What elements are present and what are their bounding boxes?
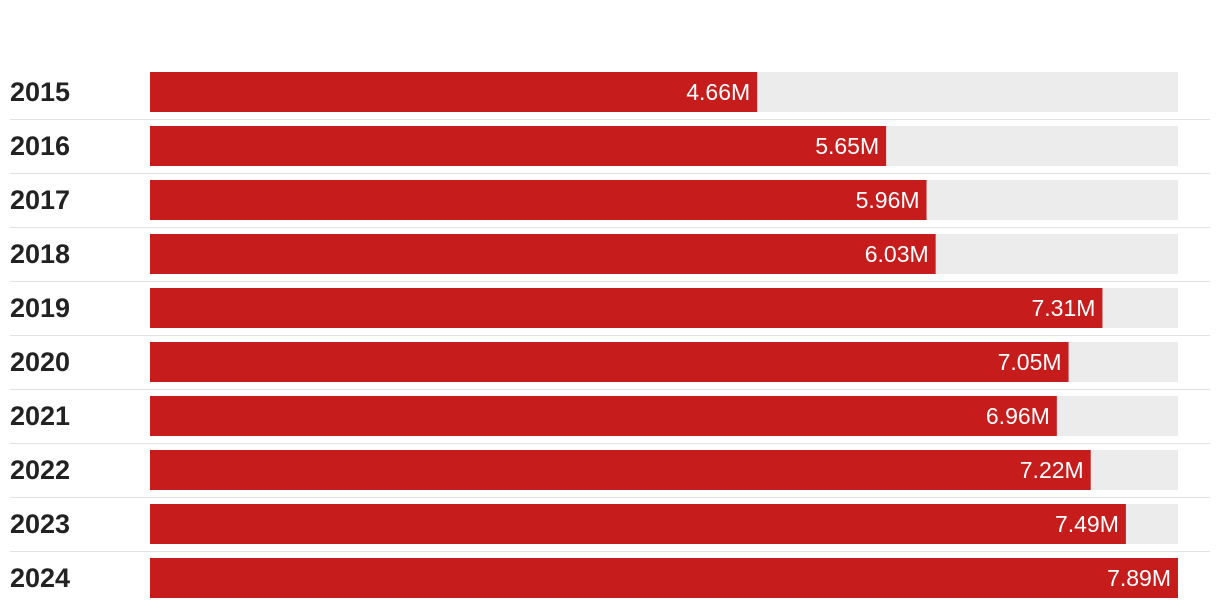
bar-row: 2024 7.89M xyxy=(10,558,1178,598)
value-label: 6.03M xyxy=(865,241,929,267)
bar xyxy=(150,72,758,112)
bar-row: 2020 7.05M xyxy=(10,342,1210,390)
value-label: 5.96M xyxy=(856,187,920,213)
category-label: 2015 xyxy=(10,77,70,107)
bar xyxy=(150,450,1091,490)
bar xyxy=(150,288,1103,328)
category-label: 2016 xyxy=(10,131,70,161)
category-label: 2017 xyxy=(10,185,70,215)
category-label: 2024 xyxy=(10,563,70,593)
bar-row: 2022 7.22M xyxy=(10,450,1210,498)
bar xyxy=(150,234,936,274)
bar xyxy=(150,180,927,220)
bar xyxy=(150,342,1069,382)
category-label: 2023 xyxy=(10,509,70,539)
value-label: 5.65M xyxy=(815,133,879,159)
category-label: 2022 xyxy=(10,455,70,485)
value-label: 7.89M xyxy=(1107,565,1171,591)
value-label: 7.49M xyxy=(1055,511,1119,537)
bar-row: 2019 7.31M xyxy=(10,288,1210,336)
category-label: 2018 xyxy=(10,239,70,269)
bar-row: 2017 5.96M xyxy=(10,180,1210,228)
bar xyxy=(150,396,1057,436)
value-label: 6.96M xyxy=(986,403,1050,429)
bar-row: 2018 6.03M xyxy=(10,234,1210,282)
bar xyxy=(150,504,1126,544)
value-label: 7.05M xyxy=(998,349,1062,375)
category-label: 2020 xyxy=(10,347,70,377)
bar-row: 2023 7.49M xyxy=(10,504,1210,552)
bar xyxy=(150,126,887,166)
value-label: 7.22M xyxy=(1020,457,1084,483)
bar-row: 2015 4.66M xyxy=(10,72,1210,120)
category-label: 2019 xyxy=(10,293,70,323)
value-label: 7.31M xyxy=(1031,295,1095,321)
category-label: 2021 xyxy=(10,401,70,431)
bar-row: 2016 5.65M xyxy=(10,126,1210,174)
bar-row: 2021 6.96M xyxy=(10,396,1210,444)
value-label: 4.66M xyxy=(686,79,750,105)
bar xyxy=(150,558,1178,598)
